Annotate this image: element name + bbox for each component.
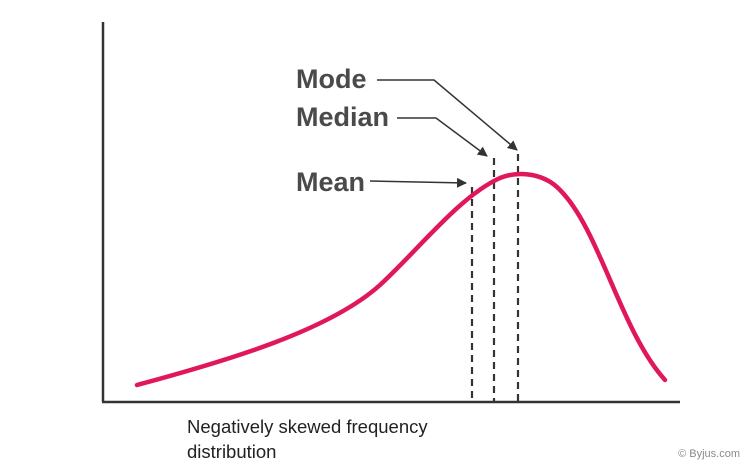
- caption-line-2: distribution: [187, 441, 277, 462]
- median-pointer-arrow: [397, 117, 488, 157]
- median-label: Median: [296, 102, 389, 132]
- source-credit: © Byjus.com: [678, 448, 740, 460]
- mode-label: Mode: [296, 64, 367, 94]
- distribution-curve: [134, 171, 668, 388]
- mean-label: Mean: [296, 167, 365, 197]
- mean-pointer-arrow: [369, 177, 467, 188]
- mode-pointer-arrow: [377, 79, 518, 151]
- diagram-caption: Negatively skewed frequency distribution: [187, 414, 487, 464]
- caption-line-1: Negatively skewed frequency: [187, 416, 428, 437]
